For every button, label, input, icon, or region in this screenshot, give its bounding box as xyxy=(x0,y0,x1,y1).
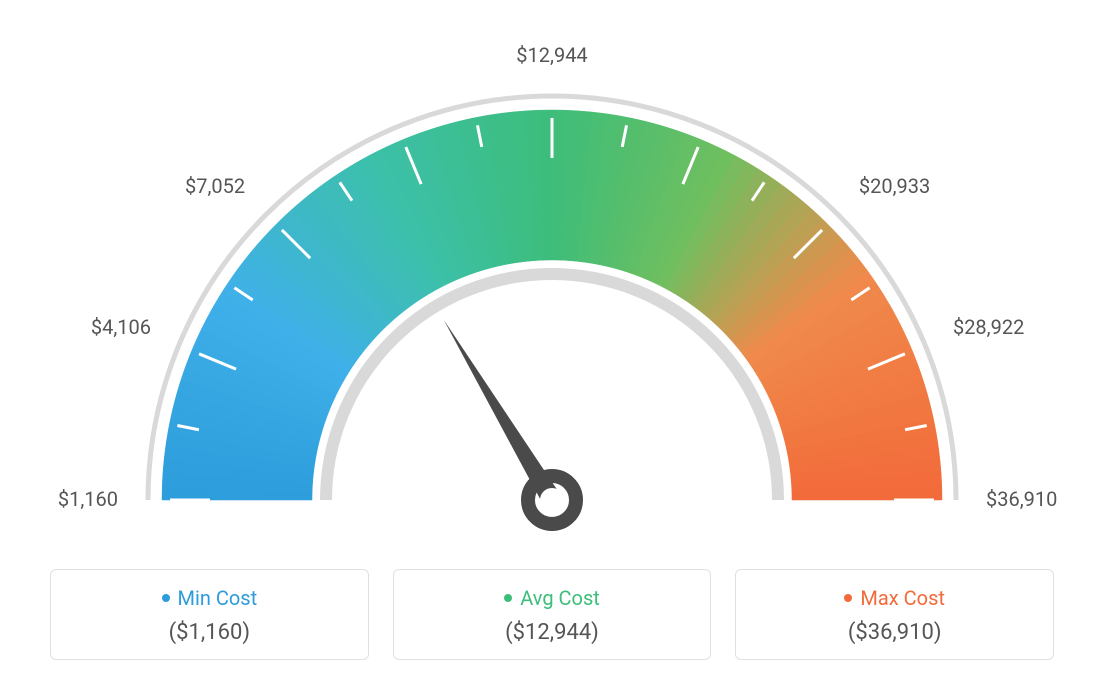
legend-card-avg: Avg Cost ($12,944) xyxy=(393,569,712,660)
scale-label: $36,910 xyxy=(986,487,1057,511)
legend-value-min: ($1,160) xyxy=(51,620,368,645)
legend-head-max: Max Cost xyxy=(844,586,945,610)
legend-value-avg: ($12,944) xyxy=(394,620,711,645)
scale-label: $12,944 xyxy=(516,43,587,67)
scale-label: $28,922 xyxy=(953,315,1024,339)
legend-label-min: Min Cost xyxy=(178,586,258,610)
scale-label: $7,052 xyxy=(185,174,245,198)
legend-value-max: ($36,910) xyxy=(736,620,1053,645)
legend-card-min: Min Cost ($1,160) xyxy=(50,569,369,660)
legend-label-max: Max Cost xyxy=(860,586,945,610)
gauge-area: $1,160 $4,106 $7,052 $12,944 $20,933 $28,922 $… xyxy=(0,0,1104,560)
gauge-needle-hub-inner xyxy=(540,488,564,512)
scale-label: $1,160 xyxy=(58,487,118,511)
legend-row: Min Cost ($1,160) Avg Cost ($12,944) Max… xyxy=(50,569,1054,660)
legend-head-avg: Avg Cost xyxy=(504,586,600,610)
legend-label-avg: Avg Cost xyxy=(520,586,600,610)
gauge-svg: $1,160 $4,106 $7,052 $12,944 $20,933 $28,922 $… xyxy=(0,0,1104,560)
cost-gauge-chart: $1,160 $4,106 $7,052 $12,944 $20,933 $28,922 $… xyxy=(0,0,1104,690)
legend-dot-max xyxy=(844,594,852,602)
scale-label: $4,106 xyxy=(91,315,151,339)
gauge-band xyxy=(162,110,942,500)
legend-dot-avg xyxy=(504,594,512,602)
legend-dot-min xyxy=(162,594,170,602)
scale-label: $20,933 xyxy=(859,174,930,198)
legend-head-min: Min Cost xyxy=(162,586,258,610)
legend-card-max: Max Cost ($36,910) xyxy=(735,569,1054,660)
